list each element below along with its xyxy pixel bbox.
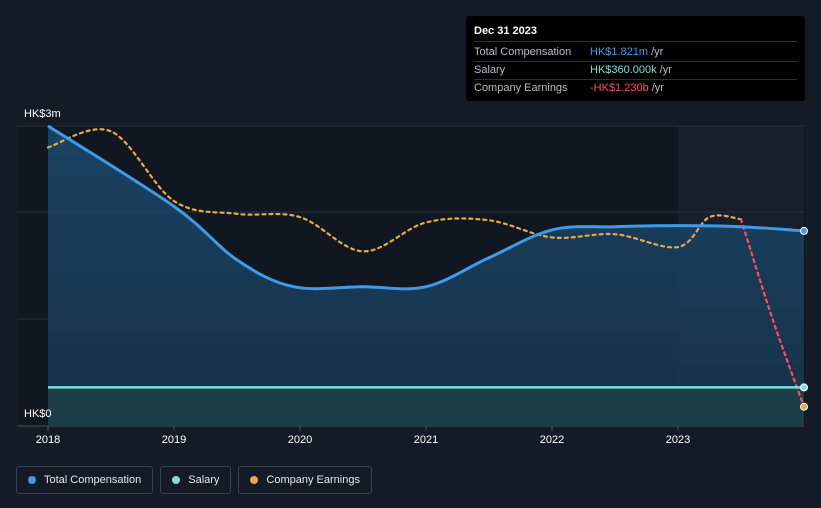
tooltip-unit: /yr — [651, 82, 664, 94]
x-tick-label: 2019 — [162, 434, 186, 446]
legend-item-total-compensation[interactable]: Total Compensation — [16, 466, 154, 494]
tooltip-label: Total Compensation — [474, 46, 572, 58]
tooltip-unit: /yr — [651, 46, 664, 58]
tooltip-value: -HK$1.230b — [590, 82, 649, 94]
legend-dot-icon — [250, 476, 259, 484]
tooltip-value: HK$1.821m — [590, 46, 649, 58]
x-tick-label: 2020 — [288, 434, 312, 446]
x-tick-label: 2018 — [36, 434, 60, 446]
y-tick-label-bottom: HK$0 — [24, 408, 52, 420]
tooltip-label: Company Earnings — [474, 82, 568, 94]
tooltip-unit: /yr — [659, 64, 672, 76]
legend-dot-icon — [28, 476, 36, 484]
tooltip-label: Salary — [474, 64, 506, 76]
tooltip-date: Dec 31 2023 — [474, 24, 797, 42]
legend-label: Total Compensation — [44, 474, 142, 486]
company-earnings-negative-line — [739, 218, 806, 408]
legend-label: Salary — [188, 474, 220, 486]
end-marker-company-earnings — [800, 402, 808, 411]
end-marker-salary — [800, 383, 808, 392]
x-tick-label: 2022 — [540, 434, 564, 446]
x-axis: 2018 2019 2020 2021 2022 2023 — [36, 426, 690, 446]
legend-item-company-earnings[interactable]: Company Earnings — [238, 466, 372, 494]
end-markers — [800, 226, 808, 411]
total-compensation-area — [48, 126, 804, 426]
x-tick-label: 2021 — [414, 434, 438, 446]
tooltip: Dec 31 2023 Total Compensation HK$1.821m… — [466, 16, 805, 101]
tooltip-row-total-compensation: Total Compensation HK$1.821m /yr — [474, 44, 797, 62]
legend-item-salary[interactable]: Salary — [160, 466, 232, 494]
total-compensation-line — [47, 124, 805, 291]
end-marker-total-compensation — [800, 226, 808, 235]
tooltip-row-salary: Salary HK$360.000k /yr — [474, 62, 797, 80]
company-earnings-line — [46, 128, 743, 253]
legend-label: Company Earnings — [266, 474, 360, 486]
tooltip-row-company-earnings: Company Earnings -HK$1.230b /yr — [474, 80, 797, 97]
salary-area — [48, 387, 804, 426]
legend: Total Compensation Salary Company Earnin… — [16, 466, 372, 494]
x-tick-label: 2023 — [666, 434, 690, 446]
y-tick-label-top: HK$3m — [24, 108, 61, 120]
legend-dot-icon — [172, 476, 181, 484]
tooltip-value: HK$360.000k — [590, 64, 657, 76]
